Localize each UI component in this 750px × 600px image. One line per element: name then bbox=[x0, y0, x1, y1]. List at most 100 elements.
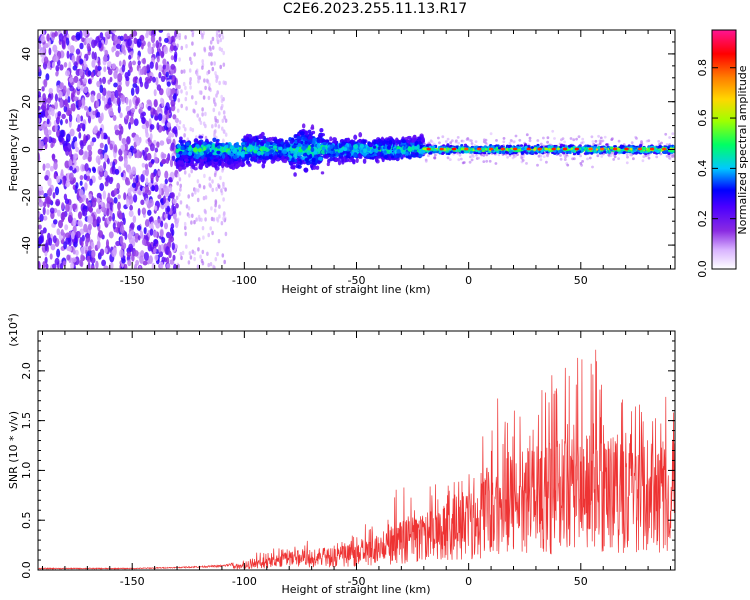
heat-cell bbox=[173, 93, 177, 102]
heat-cell bbox=[213, 133, 216, 138]
heat-cell bbox=[433, 156, 436, 160]
heat-cell bbox=[144, 219, 150, 228]
heat-cell bbox=[203, 156, 208, 162]
heat-cell bbox=[152, 230, 158, 238]
heat-cell bbox=[85, 239, 89, 247]
heat-cell bbox=[268, 137, 273, 142]
heat-cell bbox=[189, 80, 192, 86]
heat-cell bbox=[212, 152, 218, 156]
heat-cell bbox=[39, 47, 44, 55]
heat-cell bbox=[207, 262, 210, 268]
heat-cell bbox=[485, 153, 489, 157]
heat-cell bbox=[56, 84, 60, 93]
heat-cell bbox=[182, 81, 186, 87]
heat-cell bbox=[340, 157, 344, 163]
heat-cell bbox=[206, 144, 211, 148]
heat-cell bbox=[169, 158, 174, 168]
heat-cell bbox=[68, 172, 74, 182]
heat-cell bbox=[161, 153, 167, 159]
heat-cell bbox=[120, 144, 126, 151]
heat-cell bbox=[146, 99, 152, 105]
heat-cell bbox=[272, 142, 277, 147]
heat-cell bbox=[103, 161, 107, 171]
heat-cell bbox=[312, 137, 317, 142]
heat-cell bbox=[133, 250, 139, 257]
heat-cell bbox=[150, 221, 154, 230]
heat-cell bbox=[119, 235, 124, 245]
heat-cell bbox=[45, 195, 51, 204]
heat-cell bbox=[42, 163, 46, 171]
heat-cell bbox=[93, 197, 97, 203]
heat-cell bbox=[155, 61, 159, 71]
heat-cell bbox=[240, 152, 245, 158]
heat-cell bbox=[162, 58, 167, 66]
heat-cell bbox=[126, 251, 132, 258]
heat-cell bbox=[103, 66, 107, 73]
heat-cell bbox=[355, 157, 359, 164]
heat-cell bbox=[69, 85, 75, 92]
heat-cell bbox=[525, 162, 528, 165]
heat-cell bbox=[383, 155, 389, 159]
heat-cell bbox=[191, 249, 195, 254]
heat-cell bbox=[72, 136, 78, 143]
heat-cell bbox=[91, 59, 96, 68]
heat-cell bbox=[153, 89, 157, 97]
heat-cell bbox=[85, 170, 90, 177]
heat-cell bbox=[475, 154, 478, 157]
heat-cell bbox=[62, 85, 67, 94]
heat-cell bbox=[193, 52, 196, 57]
heat-cell bbox=[221, 153, 226, 159]
heat-cell bbox=[175, 153, 180, 158]
heat-cell bbox=[109, 111, 114, 117]
heat-cell bbox=[138, 265, 142, 269]
heat-cell bbox=[245, 160, 251, 164]
heat-cell bbox=[117, 194, 121, 200]
heat-cell bbox=[175, 203, 179, 209]
heat-cell bbox=[179, 183, 182, 188]
heat-cell bbox=[407, 146, 413, 153]
heat-cell bbox=[111, 165, 115, 172]
heat-cell bbox=[359, 143, 365, 149]
heat-cell bbox=[87, 70, 92, 77]
heat-cell bbox=[72, 249, 76, 255]
heat-cell bbox=[97, 71, 102, 77]
heat-cell bbox=[115, 240, 121, 247]
heat-cell bbox=[179, 136, 183, 141]
heat-cell bbox=[185, 141, 190, 146]
heat-cell bbox=[145, 197, 149, 205]
heat-cell bbox=[312, 141, 316, 145]
heat-cell bbox=[382, 140, 386, 146]
heat-cell bbox=[165, 231, 171, 239]
heat-cell bbox=[106, 158, 110, 165]
heat-cell bbox=[109, 143, 114, 151]
heat-cell bbox=[103, 152, 108, 162]
heat-cell bbox=[266, 141, 271, 146]
heat-cell bbox=[278, 146, 283, 151]
heat-cell bbox=[79, 42, 84, 50]
heat-cell bbox=[146, 241, 151, 248]
heat-cell bbox=[178, 150, 183, 155]
heat-cell bbox=[625, 161, 629, 165]
heat-cell bbox=[448, 158, 452, 162]
heat-cell bbox=[193, 220, 196, 225]
heat-cell bbox=[191, 192, 194, 197]
heat-cell bbox=[211, 45, 215, 50]
heat-cell bbox=[152, 108, 156, 115]
heat-cell bbox=[410, 154, 416, 158]
heat-cell bbox=[180, 45, 184, 51]
heat-cell bbox=[546, 154, 549, 158]
heat-cell bbox=[54, 257, 60, 266]
heat-cell bbox=[176, 43, 179, 48]
heat-cell bbox=[181, 250, 185, 256]
heat-cell bbox=[179, 156, 184, 161]
heat-cell bbox=[187, 206, 191, 211]
heat-cell bbox=[362, 158, 367, 164]
heat-cell bbox=[96, 111, 101, 118]
heat-cell bbox=[204, 195, 208, 200]
heat-cell bbox=[572, 157, 576, 161]
heat-cell bbox=[162, 195, 166, 204]
heat-cell bbox=[96, 208, 100, 214]
heat-cell bbox=[211, 187, 214, 193]
heat-cell bbox=[75, 31, 81, 41]
heat-cell bbox=[520, 156, 524, 160]
